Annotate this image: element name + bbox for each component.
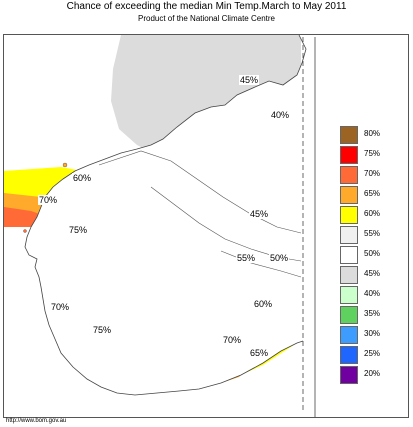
legend-item: 40% [340,286,410,304]
contour-label-40-north: 40% [270,110,291,120]
contour-label-45-north: 45% [239,75,260,85]
legend-item: 50% [340,246,410,264]
legend-label: 55% [364,229,381,238]
legend-label: 25% [364,349,381,358]
contour-label-70-west: 70% [38,195,59,205]
legend-item: 75% [340,146,410,164]
legend-swatch [340,366,358,384]
map-drawing [4,35,316,417]
contour-label-65-south: 65% [249,348,270,358]
contour-label-70-southwest: 70% [50,302,71,312]
contour-label-75-south: 75% [92,325,113,335]
legend-item: 60% [340,206,410,224]
legend-label: 35% [364,309,381,318]
legend-label: 45% [364,269,381,278]
legend-swatch [340,286,358,304]
contour-label-60-east: 60% [253,299,274,309]
legend-item: 80% [340,126,410,144]
legend-label: 65% [364,189,381,198]
source-url: http://www.bom.gov.au [6,418,67,424]
legend-swatch [340,126,358,144]
map-title: Chance of exceeding the median Min Temp.… [66,1,347,12]
contour-label-70-south: 70% [222,335,243,345]
legend-label: 75% [364,149,381,158]
map-subtitle: Product of the National Climate Centre [138,14,275,23]
contour-label-60-west: 60% [72,173,93,183]
legend-item: 25% [340,346,410,364]
legend-label: 30% [364,329,381,338]
legend-item: 55% [340,226,410,244]
legend-label: 70% [364,169,381,178]
legend-label: 20% [364,369,381,378]
legend-swatch [340,346,358,364]
legend-swatch [340,266,358,284]
legend-swatch [340,166,358,184]
legend-swatch [340,326,358,344]
contour-label-45-central: 45% [249,209,270,219]
contour-label-55: 55% [236,253,257,263]
legend-label: 60% [364,209,381,218]
legend-label: 50% [364,249,381,258]
map-panel: 45% 40% 60% 70% 75% 45% 55% 50% 60% 70% … [3,34,409,418]
legend-label: 40% [364,289,381,298]
legend-swatch [340,306,358,324]
legend-swatch [340,186,358,204]
contour-label-75-west: 75% [68,225,89,235]
legend-item: 35% [340,306,410,324]
legend-item: 20% [340,366,410,384]
legend-swatch [340,206,358,224]
legend-swatch [340,146,358,164]
legend-swatch [340,226,358,244]
legend-label: 80% [364,129,381,138]
legend-item: 65% [340,186,410,204]
legend-item: 30% [340,326,410,344]
contour-label-50: 50% [269,253,290,263]
legend-swatch [340,246,358,264]
legend-item: 70% [340,166,410,184]
legend-item: 45% [340,266,410,284]
